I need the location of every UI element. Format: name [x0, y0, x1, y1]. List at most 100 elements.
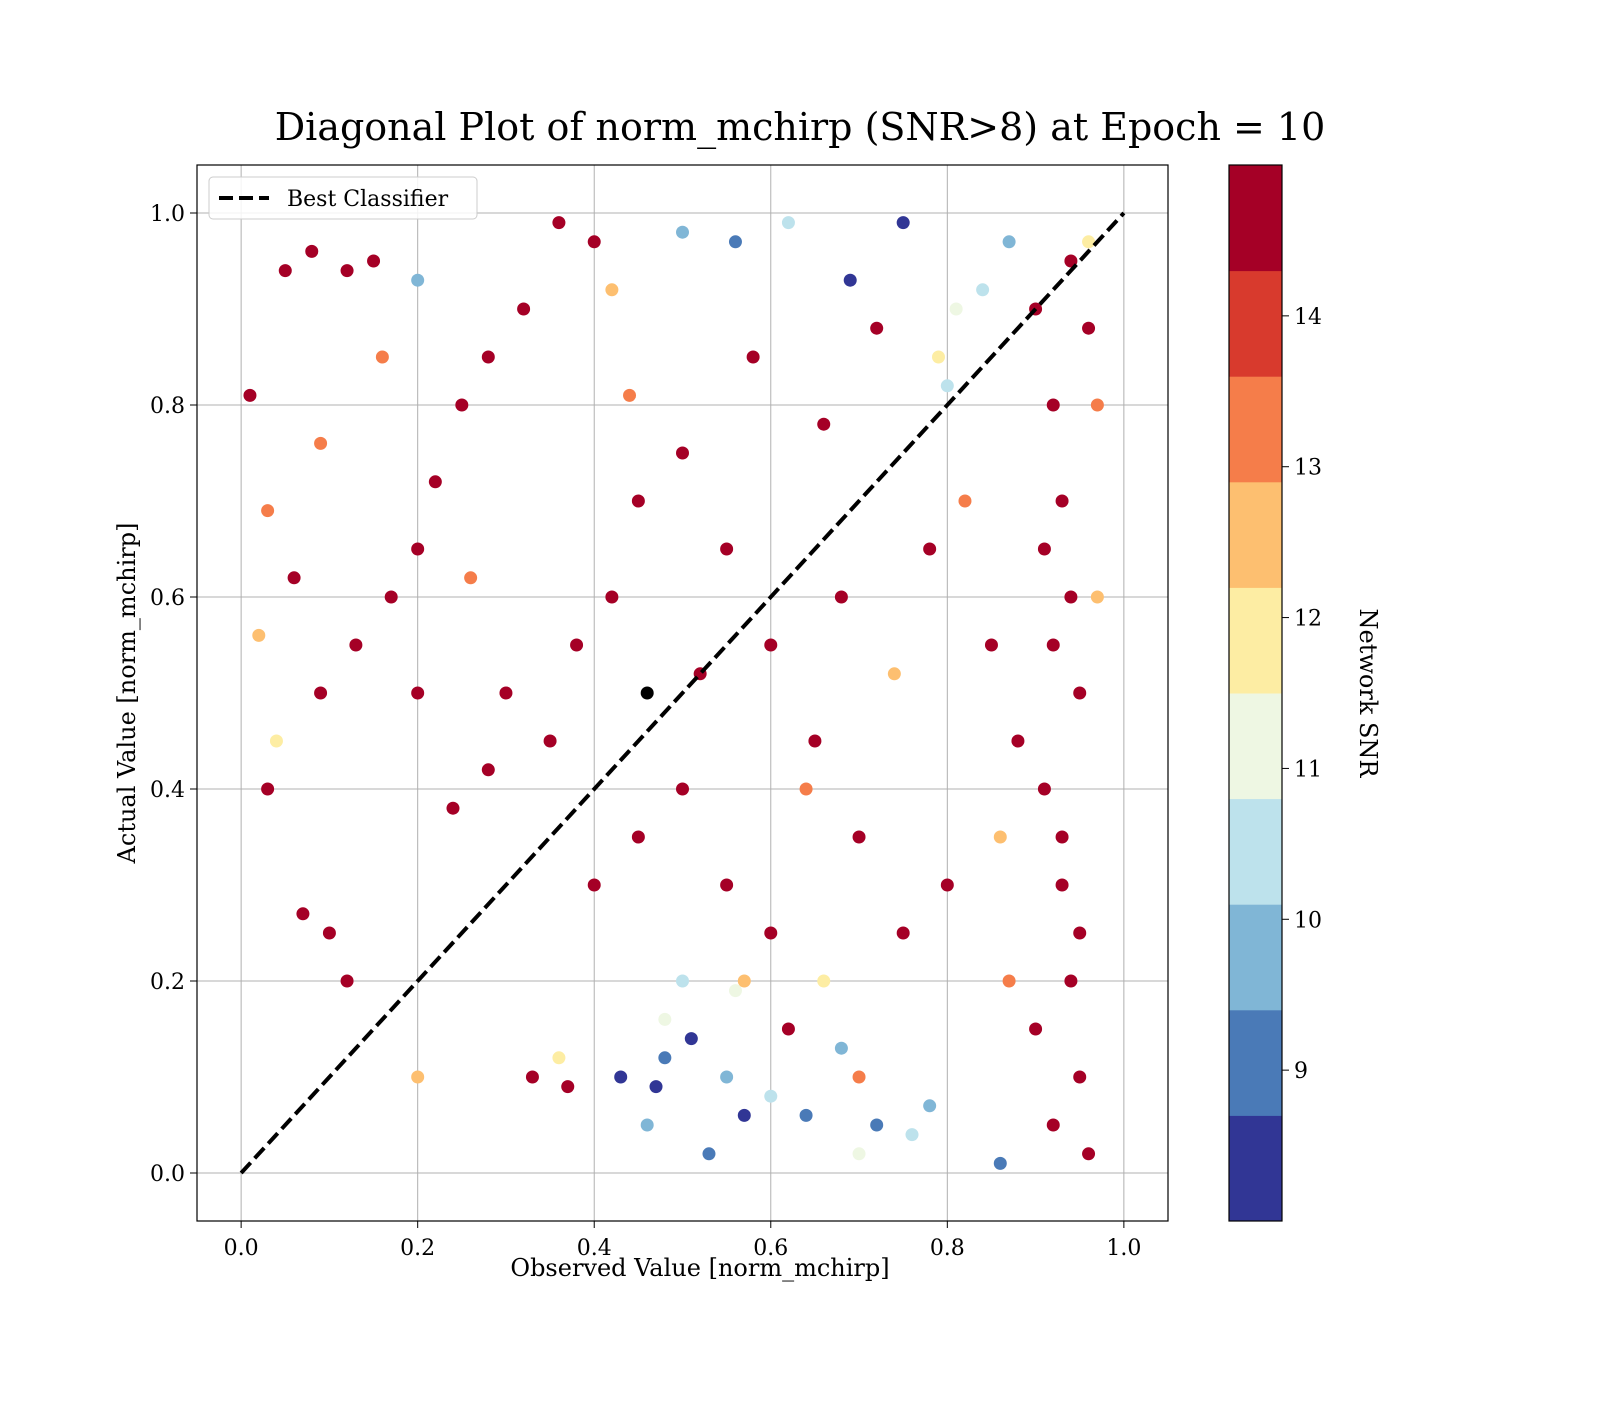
- scatter-point: [587, 878, 601, 892]
- scatter-point: [1055, 878, 1069, 892]
- scatter-point: [764, 1089, 778, 1103]
- colorbar-band: [1229, 1115, 1282, 1222]
- scatter-point: [261, 782, 275, 796]
- scatter-point: [296, 907, 310, 921]
- scatter-point: [728, 984, 742, 998]
- scatter-point: [287, 571, 301, 585]
- scatter-point: [1090, 398, 1104, 412]
- scatter-point: [728, 235, 742, 249]
- scatter-point: [852, 1070, 866, 1084]
- legend-box: [208, 176, 478, 220]
- scatter-point: [852, 830, 866, 844]
- y-tick-label: 1.0: [150, 202, 185, 227]
- scatter-point: [896, 216, 910, 230]
- colorbar-band: [1229, 270, 1282, 377]
- x-tick-label: 0.6: [753, 1236, 788, 1261]
- colorbar-band: [1229, 481, 1282, 588]
- colorbar-tick-label: 14: [1294, 305, 1322, 330]
- scatter-point: [746, 350, 760, 364]
- colorbar-tick-label: 13: [1294, 456, 1322, 481]
- scatter-point: [1002, 235, 1016, 249]
- scatter-point: [834, 1041, 848, 1055]
- colorbar-band: [1229, 587, 1282, 694]
- scatter-point: [781, 1022, 795, 1036]
- scatter-point: [949, 302, 963, 316]
- scatter-point: [1082, 1147, 1096, 1161]
- scatter-point: [552, 1051, 566, 1065]
- colorbar-band: [1229, 165, 1282, 272]
- scatter-point: [923, 542, 937, 556]
- colorbar-band: [1229, 798, 1282, 905]
- x-tick-label: 0.8: [930, 1236, 965, 1261]
- x-tick-label: 0.4: [577, 1236, 612, 1261]
- scatter-point: [411, 1070, 425, 1084]
- scatter-point: [649, 1080, 663, 1094]
- scatter-point: [870, 321, 884, 335]
- colorbar-frame: [1228, 164, 1283, 1222]
- scatter-point: [411, 542, 425, 556]
- colorbar-label: Network SNR: [1354, 609, 1382, 779]
- y-tick-label: 0.4: [150, 778, 185, 803]
- scatter-point: [923, 1099, 937, 1113]
- scatter-point: [737, 974, 751, 988]
- scatter-point: [1055, 830, 1069, 844]
- y-tick-label: 0.6: [150, 586, 185, 611]
- colorbar-band: [1229, 693, 1282, 800]
- scatter-point: [887, 667, 901, 681]
- scatter-point: [1046, 398, 1060, 412]
- y-tick-label: 0.0: [150, 1162, 185, 1187]
- y-axis-label: Actual Value [norm_mchirp]: [113, 523, 141, 865]
- colorbar-tick-label: 9: [1294, 1059, 1308, 1084]
- scatter-point: [958, 494, 972, 508]
- scatter-point: [269, 734, 283, 748]
- colorbar-band: [1229, 1009, 1282, 1116]
- colorbar-band: [1229, 376, 1282, 483]
- x-tick-label: 0.2: [400, 1236, 435, 1261]
- scatter-point: [1082, 235, 1096, 249]
- scatter-point: [455, 398, 469, 412]
- scatter-point: [1029, 1022, 1043, 1036]
- scatter-point: [896, 926, 910, 940]
- scatter-point: [631, 830, 645, 844]
- scatter-point: [852, 1147, 866, 1161]
- scatter-point: [799, 782, 813, 796]
- scatter-point: [931, 350, 945, 364]
- scatter-point: [428, 475, 442, 489]
- scatter-point: [984, 638, 998, 652]
- scatter-point: [676, 782, 689, 796]
- scatter-point: [587, 235, 601, 249]
- scatter-point: [252, 628, 266, 642]
- scatter-point: [781, 216, 795, 230]
- scatter-point: [676, 225, 689, 239]
- scatter-point: [1073, 926, 1087, 940]
- scatter-point: [1064, 590, 1078, 604]
- scatter-point: [1011, 734, 1025, 748]
- scatter-point: [481, 763, 495, 777]
- scatter-point: [314, 436, 328, 450]
- scatter-point: [817, 417, 831, 431]
- scatter-point: [623, 388, 637, 402]
- scatter-point: [720, 542, 734, 556]
- scatter-point: [499, 686, 513, 700]
- scatter-point: [411, 273, 425, 287]
- scatter-point: [384, 590, 398, 604]
- scatter-point: [1064, 974, 1078, 988]
- scatter-point: [322, 926, 336, 940]
- colorbar-tick-label: 12: [1294, 607, 1322, 632]
- scatter-point: [1073, 1070, 1087, 1084]
- colorbar-band: [1229, 904, 1282, 1011]
- scatter-point: [737, 1108, 751, 1122]
- scatter-point: [1046, 638, 1060, 652]
- scatter-point: [314, 686, 328, 700]
- scatter-point: [640, 1118, 654, 1132]
- scatter-point: [464, 571, 478, 585]
- scatter-point: [834, 590, 848, 604]
- scatter-point: [340, 974, 354, 988]
- x-tick-label: 1.0: [1106, 1236, 1141, 1261]
- scatter-point: [305, 244, 319, 258]
- scatter-point: [1055, 494, 1069, 508]
- scatter-point: [640, 686, 654, 700]
- scatter-point: [676, 974, 689, 988]
